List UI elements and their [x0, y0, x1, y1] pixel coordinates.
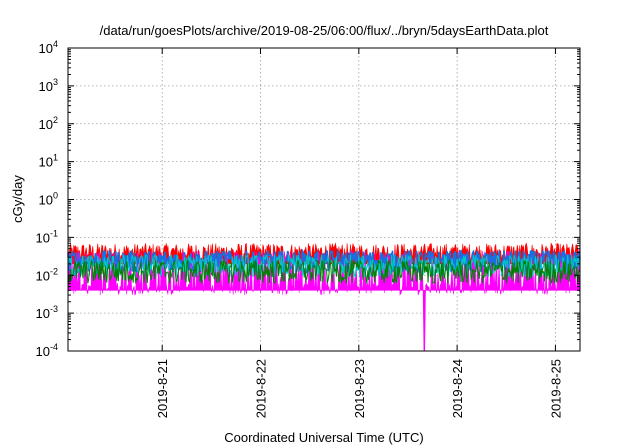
y-axis: 10-4 10-3 10-2 10-1 100 101 102 103 104 — [36, 39, 580, 359]
x-axis-label: Coordinated Universal Time (UTC) — [224, 430, 423, 445]
x-tick-label: 2019-8-22 — [254, 359, 269, 418]
x-tick-label: 2019-8-21 — [155, 359, 170, 418]
x-tick-label: 2019-8-25 — [548, 359, 563, 418]
y-tick-label: 10-2 — [36, 266, 58, 283]
y-axis-label: cGy/day — [10, 175, 25, 223]
grid — [68, 48, 580, 351]
x-tick-label: 2019-8-23 — [352, 359, 367, 418]
y-tick-label: 101 — [39, 153, 58, 170]
y-tick-label: 100 — [39, 191, 58, 208]
x-axis: 2019-8-21 2019-8-22 2019-8-23 2019-8-24 2019… — [155, 48, 563, 418]
series-1-line — [67, 248, 581, 275]
series-3-line — [67, 258, 581, 285]
chart-title: /data/run/goesPlots/archive/2019-08-25/0… — [100, 23, 549, 38]
y-tick-label: 104 — [39, 39, 58, 56]
y-tick-label: 102 — [39, 115, 58, 132]
y-tick-label: 10-3 — [36, 304, 58, 321]
y-tick-label: 10-1 — [36, 228, 58, 245]
y-tick-label: 103 — [39, 77, 58, 94]
series-group — [67, 242, 581, 352]
y-tick-label: 10-4 — [36, 342, 58, 359]
x-tick-label: 2019-8-24 — [450, 359, 465, 418]
